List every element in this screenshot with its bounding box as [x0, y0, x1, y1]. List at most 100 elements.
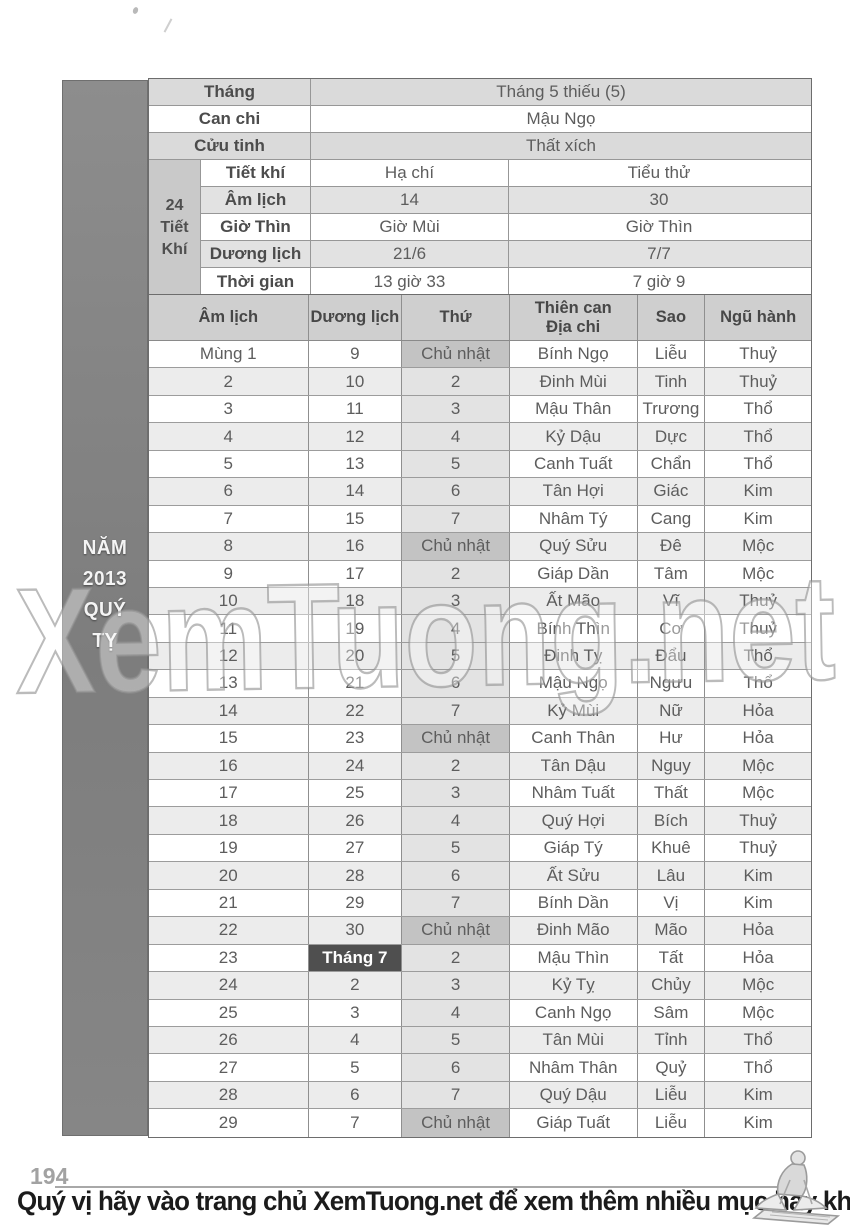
- ngu-hanh-cell: Thổ: [743, 1057, 773, 1077]
- ngu-hanh-cell: Hỏa: [742, 947, 774, 967]
- tiet-khi-value-right: Tiểu thử: [627, 163, 691, 182]
- duong-lich-cell: 7: [309, 1109, 403, 1137]
- sao-cell: Nguy: [638, 752, 706, 779]
- sao-cell: Thất: [638, 780, 706, 807]
- calendar-row: 8 16 Chủ nhật Quý Sửu Đê Mộc: [149, 533, 811, 561]
- duong-lich-cell: Tháng 7: [308, 944, 403, 972]
- duong-lich-cell: 3: [309, 999, 403, 1026]
- can-chi-cell: Quý Dậu: [510, 1081, 638, 1109]
- am-lich-cell: 3: [149, 395, 309, 423]
- sao-cell: Cang: [638, 505, 706, 533]
- sao-cell: Đê: [638, 533, 706, 560]
- ngu-hanh-cell: Thuỷ: [739, 371, 778, 391]
- am-lich-cell: 14: [149, 697, 309, 725]
- can-chi-cell: Giáp Tuất: [510, 1109, 638, 1137]
- can-chi-cell: Đinh Mùi: [510, 368, 638, 395]
- sao-cell: Bích: [638, 807, 706, 834]
- canchi-row: Can chi Mậu Ngọ: [149, 106, 811, 133]
- calendar-row: 18 26 4 Quý Hợi Bích Thuỷ: [149, 807, 811, 835]
- tiet-khi-row: Dương lịch 21/6 7/7: [201, 241, 811, 268]
- can-chi-cell: Bính Ngọ: [510, 341, 638, 368]
- am-lich-cell: 19: [149, 834, 309, 862]
- ngu-hanh-cell: Hỏa: [742, 920, 774, 940]
- year-line: 2013: [82, 568, 128, 590]
- ngu-hanh-cell: Mộc: [742, 563, 775, 583]
- ngu-hanh-cell: Mộc: [742, 1002, 775, 1022]
- thu-cell: 6: [402, 478, 510, 505]
- am-lich-cell: 23: [149, 944, 309, 972]
- tiet-khi-value-left: Hạ chí: [311, 160, 509, 186]
- calendar-row: 10 18 3 Ất Mão Vĩ Thuỷ: [149, 587, 811, 616]
- can-chi-cell: Ất Mão: [510, 587, 638, 615]
- can-chi-cell: Đinh Mão: [510, 917, 638, 944]
- can-chi-cell: Giáp Dần: [510, 560, 638, 587]
- am-lich-cell: 28: [149, 1081, 309, 1109]
- month-label: Tháng: [149, 79, 311, 105]
- tiet-khi-label: Dương lịch: [201, 241, 311, 267]
- sao-cell: Lâu: [638, 862, 706, 889]
- thu-cell: 4: [402, 999, 510, 1026]
- year-line: NĂM: [82, 537, 128, 559]
- sao-cell: Giác: [638, 478, 706, 505]
- canchi-label: Can chi: [149, 106, 311, 132]
- ngu-hanh-cell: Thuỷ: [739, 838, 778, 858]
- thu-cell: Chủ nhật: [402, 725, 510, 752]
- am-lich-cell: 5: [149, 450, 309, 478]
- ngu-hanh-cell: Thổ: [743, 673, 773, 693]
- ngu-hanh-cell: Mộc: [742, 783, 775, 803]
- calendar-row: 22 30 Chủ nhật Đinh Mão Mão Hỏa: [149, 917, 811, 945]
- calendar-row: 11 19 4 Bính Thìn Cơ Thuỷ: [149, 615, 811, 643]
- tiet-khi-row: Tiết khí Hạ chí Tiểu thử: [201, 160, 811, 187]
- ngu-hanh-cell: Thổ: [743, 646, 773, 666]
- calendar-table: Âm lịch Dương lịch Thứ Thiên can Địa chi…: [148, 294, 812, 1138]
- tiet-khi-value-right: 7/7: [647, 244, 671, 263]
- duong-lich-cell: 19: [309, 615, 403, 642]
- am-lich-cell: 20: [149, 862, 309, 889]
- cuutinh-label: Cửu tinh: [149, 133, 311, 159]
- tiet-khi-value-left: 21/6: [311, 241, 509, 267]
- duong-lich-cell: 29: [309, 889, 403, 917]
- can-chi-cell: Mậu Thìn: [510, 944, 638, 972]
- duong-lich-cell: 16: [309, 533, 403, 560]
- thu-cell: 6: [402, 862, 510, 889]
- ngu-hanh-cell: Hỏa: [742, 728, 774, 748]
- sao-cell: Quỷ: [638, 1054, 706, 1081]
- can-chi-cell: Đinh Tỵ: [510, 642, 638, 670]
- calendar-row: 24 2 3 Kỷ Tỵ Chủy Mộc: [149, 972, 811, 1000]
- calendar-row: 5 13 5 Canh Tuất Chẩn Thổ: [149, 450, 811, 479]
- can-chi-cell: Nhâm Tuất: [510, 780, 638, 807]
- thu-cell: 5: [402, 834, 510, 862]
- am-lich-cell: 10: [149, 587, 309, 615]
- ngu-hanh-cell: Mộc: [742, 755, 775, 775]
- am-lich-cell: 15: [149, 725, 309, 752]
- sao-cell: Sâm: [638, 999, 706, 1026]
- thu-cell: 7: [402, 505, 510, 533]
- col-header-thien-can: Thiên can Địa chi: [510, 295, 638, 340]
- duong-lich-cell: 21: [309, 670, 403, 697]
- can-chi-cell: Canh Thân: [510, 725, 638, 752]
- duong-lich-cell: 18: [309, 587, 403, 615]
- duong-lich-cell: 15: [309, 505, 403, 533]
- thu-cell: 4: [402, 615, 510, 642]
- ngu-hanh-cell: Kim: [743, 1112, 773, 1132]
- year-line: QUÝ: [83, 599, 127, 621]
- can-chi-cell: Quý Sửu: [510, 533, 638, 560]
- ngu-hanh-cell: Hỏa: [742, 700, 774, 720]
- tiet-khi-rows: Tiết khí Hạ chí Tiểu thử Âm lịch 14 30 Giờ Thì…: [201, 160, 811, 295]
- tiet-khi-value-left: 14: [311, 187, 509, 213]
- calendar-row: 16 24 2 Tân Dậu Nguy Mộc: [149, 752, 811, 780]
- duong-lich-cell: 14: [309, 478, 403, 505]
- thu-cell: 4: [402, 807, 510, 834]
- am-lich-cell: 18: [149, 807, 309, 834]
- sao-cell: Liễu: [638, 341, 706, 368]
- sao-cell: Mão: [638, 917, 706, 944]
- sao-cell: Tỉnh: [638, 1026, 706, 1054]
- thu-cell: 5: [402, 642, 510, 670]
- calendar-row: 14 22 7 Kỷ Mùi Nữ Hỏa: [149, 697, 811, 726]
- duong-lich-cell: 13: [309, 450, 403, 478]
- thu-cell: Chủ nhật: [402, 341, 510, 368]
- tiet-khi-value-left: Giờ Mùi: [311, 214, 509, 240]
- am-lich-cell: 11: [149, 615, 309, 642]
- calendar-body: Mùng 1 9 Chủ nhật Bính Ngọ Liễu Thuỷ 2 10 2 Đinh …: [149, 341, 811, 1137]
- can-chi-cell: Tân Hợi: [510, 478, 638, 505]
